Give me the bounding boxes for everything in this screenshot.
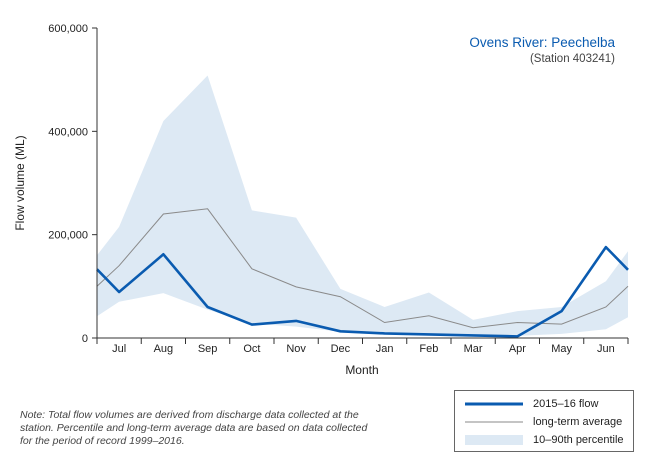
long-term-average-line bbox=[96, 208, 629, 329]
chart-subtitle: (Station 403241) bbox=[530, 53, 615, 65]
legend-item-average: long-term average bbox=[465, 414, 622, 430]
x-tick-label-aug: Aug bbox=[154, 343, 174, 355]
x-tick-label-jul: Jul bbox=[112, 343, 126, 355]
legend-swatch-average bbox=[465, 421, 523, 423]
x-tick-label-apr: Apr bbox=[509, 343, 526, 355]
x-tick-label-feb: Feb bbox=[419, 343, 438, 355]
legend-item-flow: 2015–16 flow bbox=[465, 396, 598, 412]
legend: 2015–16 flow long-term average 10–90th p… bbox=[454, 390, 634, 452]
y-tick-label: 600,000 bbox=[48, 23, 88, 35]
legend-label-average: long-term average bbox=[533, 416, 623, 428]
footnote: Note: Total flow volumes are derived fro… bbox=[20, 409, 368, 447]
x-tick-label-jan: Jan bbox=[376, 343, 394, 355]
flow-2015-16-line bbox=[96, 245, 629, 338]
legend-label-band: 10–90th percentile bbox=[533, 434, 624, 446]
x-tick-label-jun: Jun bbox=[597, 343, 615, 355]
y-tick-label: 0 bbox=[82, 333, 88, 345]
x-tick-label-dec: Dec bbox=[331, 343, 351, 355]
legend-swatch-band bbox=[465, 435, 523, 445]
y-axis-title: Flow volume (ML) bbox=[13, 135, 27, 230]
chart-title: Ovens River: Peechelba bbox=[469, 35, 615, 50]
x-tick-label-sep: Sep bbox=[198, 343, 218, 355]
y-tick-label: 200,000 bbox=[48, 230, 88, 242]
y-ticks: 0 200,000 400,000 600,000 bbox=[48, 23, 97, 345]
y-tick-label: 400,000 bbox=[48, 126, 88, 138]
x-tick-label-nov: Nov bbox=[286, 343, 306, 355]
percentile-band bbox=[97, 75, 628, 336]
legend-item-band: 10–90th percentile bbox=[465, 432, 624, 448]
legend-swatch-flow bbox=[465, 402, 523, 406]
legend-label-flow: 2015–16 flow bbox=[533, 398, 599, 410]
x-tick-label-mar: Mar bbox=[464, 343, 483, 355]
x-tick-label-may: May bbox=[551, 343, 572, 355]
x-tick-label-oct: Oct bbox=[243, 343, 260, 355]
x-ticks: Jul Aug Sep Oct Nov Dec Jan Feb Mar Apr May Jun bbox=[96, 338, 629, 355]
x-axis-title: Month bbox=[345, 363, 378, 377]
